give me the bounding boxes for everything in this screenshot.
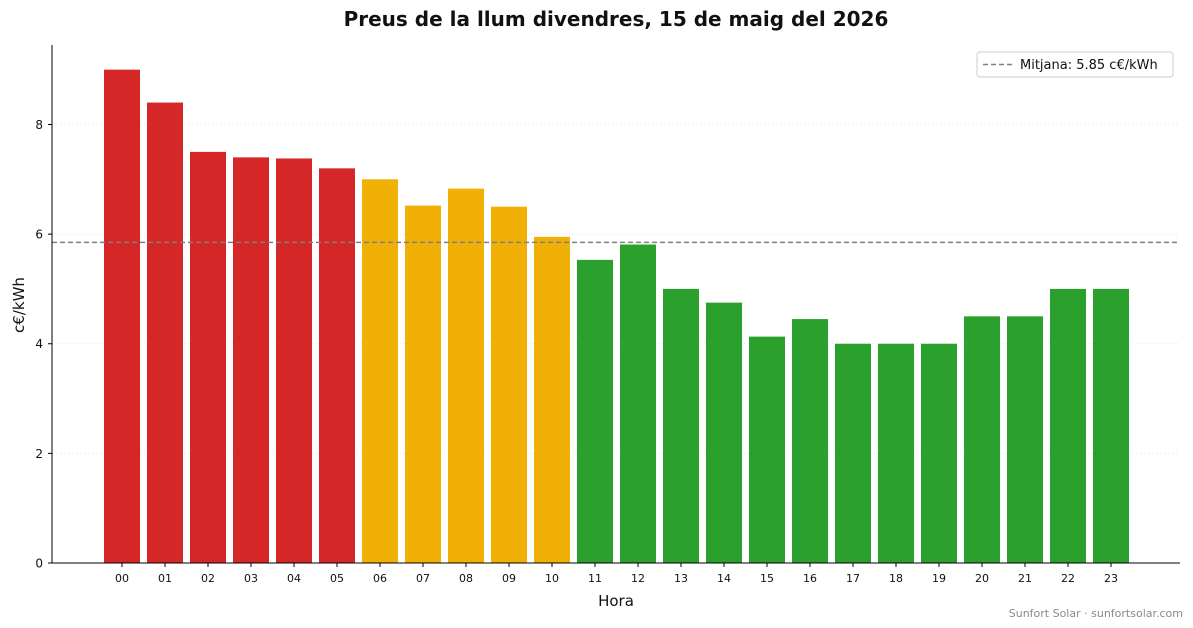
bar-hour-20 <box>964 316 1000 563</box>
x-axis-ticks: 00 01 02 03 04 05 06 07 08 09 10 11 12 13 14 15 16 17 18 19… <box>115 563 1118 585</box>
x-tick-label: 02 <box>201 572 215 585</box>
bar-hour-05 <box>319 168 355 564</box>
bar-hour-23 <box>1093 288 1129 563</box>
x-tick-label: 11 <box>588 572 602 585</box>
x-tick-label: 00 <box>115 572 129 585</box>
x-tick-label: 18 <box>889 572 903 585</box>
bar-hour-08 <box>448 188 484 564</box>
legend: Mitjana: 5.85 c€/kWh <box>976 51 1174 78</box>
x-tick-label: 15 <box>760 572 774 585</box>
bar-hour-11 <box>577 259 613 563</box>
y-tick-label: 0 <box>35 557 43 571</box>
x-tick-label: 08 <box>459 572 473 585</box>
x-tick-label: 16 <box>803 572 817 585</box>
bar-hour-21 <box>1007 316 1043 563</box>
x-tick-label: 09 <box>502 572 516 585</box>
bar-hour-10 <box>534 236 570 563</box>
x-tick-label: 13 <box>674 572 688 585</box>
legend-mean-label: Mitjana: 5.85 c€/kWh <box>1020 58 1158 73</box>
bar-hour-01 <box>147 102 183 564</box>
x-tick-label: 23 <box>1104 572 1118 585</box>
x-tick-label: 07 <box>416 572 430 585</box>
bar-hour-18 <box>878 343 914 563</box>
x-tick-label: 17 <box>846 572 860 585</box>
bar-hour-16 <box>792 319 828 563</box>
x-tick-label: 10 <box>545 572 559 585</box>
x-tick-label: 22 <box>1061 572 1075 585</box>
bar-hour-14 <box>706 302 742 563</box>
bar-hour-17 <box>835 343 871 563</box>
y-axis-label: c€/kWh <box>10 277 28 333</box>
bar-hour-15 <box>749 336 785 563</box>
bar-hour-07 <box>405 205 441 563</box>
x-tick-label: 20 <box>975 572 989 585</box>
x-tick-label: 01 <box>158 572 172 585</box>
bar-hour-00 <box>104 69 140 564</box>
bars <box>104 69 1129 564</box>
x-tick-label: 05 <box>330 572 344 585</box>
bar-hour-02 <box>190 151 226 563</box>
x-tick-label: 12 <box>631 572 645 585</box>
bar-hour-03 <box>233 157 269 564</box>
footer-credit: Sunfort Solar · sunfortsolar.com <box>1008 607 1183 620</box>
y-tick-label: 6 <box>35 228 43 242</box>
y-tick-label: 4 <box>35 337 43 351</box>
chart-title: Preus de la llum divendres, 15 de maig d… <box>344 7 889 31</box>
bar-hour-13 <box>663 288 699 563</box>
axes <box>51 45 1180 564</box>
bar-hour-06 <box>362 179 398 563</box>
x-tick-label: 14 <box>717 572 731 585</box>
x-tick-label: 19 <box>932 572 946 585</box>
y-tick-label: 8 <box>35 118 43 132</box>
bar-hour-09 <box>491 206 527 563</box>
bar-hour-22 <box>1050 288 1086 563</box>
x-tick-label: 21 <box>1018 572 1032 585</box>
legend-box <box>976 51 1174 78</box>
bar-hour-19 <box>921 343 957 563</box>
bar-hour-12 <box>620 244 656 563</box>
x-tick-label: 03 <box>244 572 258 585</box>
bar-hour-04 <box>276 158 312 563</box>
y-tick-label: 2 <box>35 447 43 461</box>
x-tick-label: 06 <box>373 572 387 585</box>
y-axis-ticks: 0 2 4 6 8 <box>35 118 52 571</box>
x-tick-label: 04 <box>287 572 301 585</box>
x-axis-label: Hora <box>598 592 634 610</box>
